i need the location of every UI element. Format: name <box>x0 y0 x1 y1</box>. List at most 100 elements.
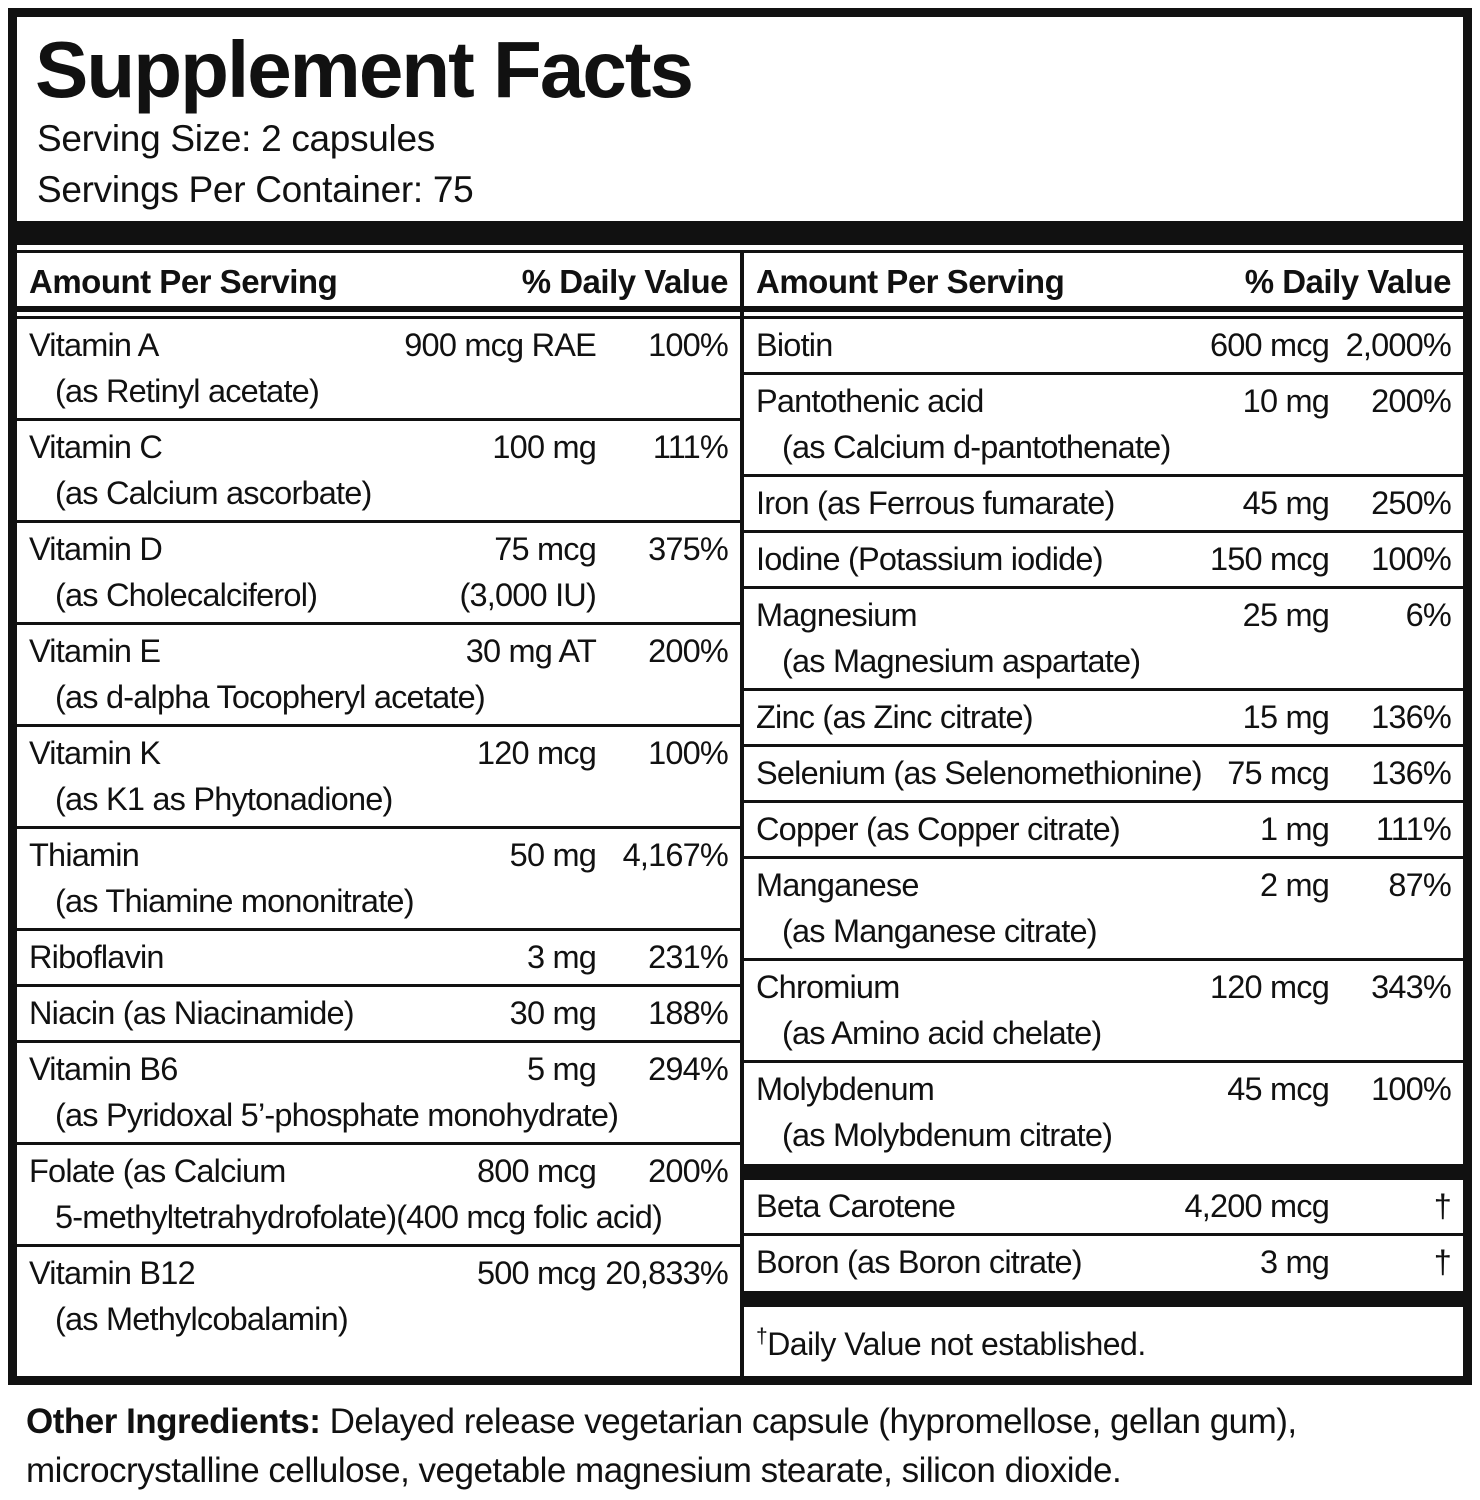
row-name: Molybdenum <box>756 1071 935 1108</box>
row-daily-value: 200% <box>648 1153 729 1190</box>
row-name: Vitamin K <box>29 735 161 772</box>
row-amount: 800 mcg <box>476 1153 597 1190</box>
row-line: Boron (as Boron citrate) 3 mg † <box>756 1239 1452 1285</box>
row-subtext: (as Calcium d-pantothenate) <box>782 429 1171 466</box>
row-name: Vitamin C <box>29 429 163 466</box>
row-amount: 600 mcg <box>1209 327 1330 364</box>
table-row: Zinc (as Zinc citrate) 15 mg 136% <box>744 688 1463 744</box>
row-name: Iodine (Potassium iodide) <box>756 541 1104 578</box>
row-daily-value: 87% <box>1388 867 1451 904</box>
row-daily-value: 188% <box>648 995 729 1032</box>
row-line: Magnesium 25 mg 6% <box>756 592 1452 638</box>
row-subline: (as Calcium ascorbate) <box>29 470 728 516</box>
table-row: Beta Carotene 4,200 mcg † <box>744 1180 1463 1233</box>
row-daily-value: 231% <box>648 939 729 976</box>
table-row: Vitamin K 120 mcg 100% (as K1 as Phytonadio… <box>17 724 740 826</box>
row-line: Vitamin B6 5 mg 294% <box>29 1046 729 1092</box>
facts-column-right: Amount Per Serving % Daily Value Biotin 6… <box>740 253 1463 1377</box>
row-subtext: (as K1 as Phytonadione) <box>55 781 393 818</box>
row-daily-value: 100% <box>648 735 729 772</box>
row-name: Vitamin D <box>29 531 163 568</box>
label-header: Supplement Facts Serving Size: 2 capsule… <box>17 17 1463 221</box>
row-subtext: (as Retinyl acetate) <box>55 373 320 410</box>
row-amount: 1 mg <box>1259 811 1330 848</box>
row-subtext: (as Pyridoxal 5’-phosphate monohydrate) <box>55 1097 619 1134</box>
right-rows-container: Biotin 600 mcg 2,000% Pantothenic acid 10 mg… <box>744 316 1463 1162</box>
row-name: Thiamin <box>29 837 140 874</box>
dagger-symbol: † <box>756 1325 768 1349</box>
row-daily-value: 343% <box>1371 969 1452 1006</box>
table-row: Copper (as Copper citrate) 1 mg 111% <box>744 800 1463 856</box>
row-line: Folate (as Calcium 800 mcg 200% <box>29 1148 729 1194</box>
facts-column-left: Amount Per Serving % Daily Value Vitamin… <box>17 253 740 1376</box>
row-daily-value: 100% <box>1371 541 1452 578</box>
table-row: Magnesium 25 mg 6% (as Magnesium aspartate) <box>744 586 1463 688</box>
row-subtext: (as d-alpha Tocopheryl acetate) <box>55 679 486 716</box>
thick-divider-bar <box>744 1164 1463 1181</box>
row-daily-value: 136% <box>1371 755 1452 792</box>
row-subline: (as Manganese citrate) <box>756 908 1451 954</box>
facts-table: Amount Per Serving % Daily Value Vitamin… <box>17 250 1463 1377</box>
row-name: Niacin (as Niacinamide) <box>29 995 355 1032</box>
row-amount: 900 mcg RAE <box>404 327 597 364</box>
row-line: Copper (as Copper citrate) 1 mg 111% <box>756 806 1452 852</box>
row-amount: 75 mcg <box>1227 755 1330 792</box>
row-line: Iodine (Potassium iodide) 150 mcg 100% <box>756 536 1452 582</box>
page-title: Supplement Facts <box>35 25 694 114</box>
row-subline: (as d-alpha Tocopheryl acetate) <box>29 674 728 720</box>
table-row: Pantothenic acid 10 mg 200% (as Calcium d-p… <box>744 372 1463 474</box>
row-daily-value: 4,167% <box>622 837 729 874</box>
row-daily-value: 20,833% <box>605 1255 729 1292</box>
row-daily-value: 111% <box>652 429 729 466</box>
row-subline: 5-methyltetrahydrofolate)(400 mcg folic … <box>29 1194 728 1240</box>
row-amount: 30 mg <box>509 995 597 1032</box>
row-amount: 3 mg <box>1259 1244 1330 1281</box>
row-name: Magnesium <box>756 597 918 634</box>
row-name: Chromium <box>756 969 900 1006</box>
row-amount: 4,200 mcg <box>1184 1188 1329 1225</box>
left-rows-container: Vitamin A 900 mcg RAE 100% (as Retinyl acet… <box>17 316 740 1346</box>
row-amount: 25 mg <box>1242 597 1330 634</box>
table-row: Vitamin B12 500 mcg 20,833% (as Methylcobal… <box>17 1244 740 1346</box>
row-subline: (as Retinyl acetate) <box>29 368 728 414</box>
row-line: Vitamin A 900 mcg RAE 100% <box>29 322 729 368</box>
table-row: Biotin 600 mcg 2,000% <box>744 316 1463 372</box>
other-ingredients-label: Other Ingredients: <box>26 1402 321 1442</box>
row-daily-value: 100% <box>648 327 729 364</box>
row-amount: 500 mcg <box>476 1255 597 1292</box>
row-daily-value: † <box>1433 1188 1452 1225</box>
amount-per-serving-header: Amount Per Serving <box>756 263 1065 301</box>
row-name: Pantothenic acid <box>756 383 984 420</box>
row-name: Zinc (as Zinc citrate) <box>756 699 1034 736</box>
row-amount: 3 mg <box>526 939 597 976</box>
row-line: Vitamin E 30 mg AT 200% <box>29 628 729 674</box>
row-daily-value: 2,000% <box>1345 327 1452 364</box>
row-name: Selenium (as Selenomethionine) <box>756 755 1203 792</box>
row-daily-value: 200% <box>648 633 729 670</box>
row-amount: 15 mg <box>1242 699 1330 736</box>
row-subline: (as Cholecalciferol) (3,000 IU) <box>29 572 728 618</box>
amount-per-serving-header: Amount Per Serving <box>29 263 338 301</box>
table-row: Thiamin 50 mg 4,167% (as Thiamine mononitra… <box>17 826 740 928</box>
row-daily-value: † <box>1433 1244 1452 1281</box>
row-name: Vitamin E <box>29 633 161 670</box>
row-amount: 150 mcg <box>1209 541 1330 578</box>
row-line: Niacin (as Niacinamide) 30 mg 188% <box>29 990 729 1036</box>
row-subtext: (as Manganese citrate) <box>782 913 1098 950</box>
row-subline: (as Methylcobalamin) <box>29 1296 728 1342</box>
table-row: Vitamin D 75 mcg 375% (as Cholecalciferol)(… <box>17 520 740 622</box>
other-ingredients-text: Delayed release vegetarian capsule (hypr… <box>26 1402 1297 1491</box>
row-sub-amount: (3,000 IU) <box>459 577 596 614</box>
table-row: Vitamin B6 5 mg 294% (as Pyridoxal 5’-phosp… <box>17 1040 740 1142</box>
row-amount: 5 mg <box>526 1051 597 1088</box>
row-subline: (as Amino acid chelate) <box>756 1010 1451 1056</box>
serving-size: Serving Size: 2 capsules <box>37 118 435 160</box>
table-row: Vitamin C 100 mg 111% (as Calcium ascorbate… <box>17 418 740 520</box>
row-subtext: (as Molybdenum citrate) <box>782 1117 1113 1154</box>
table-row: Chromium 120 mcg 343% (as Amino acid chelat… <box>744 958 1463 1060</box>
row-daily-value: 111% <box>1375 811 1452 848</box>
row-daily-value: 294% <box>648 1051 729 1088</box>
row-line: Vitamin K 120 mcg 100% <box>29 730 729 776</box>
daily-value-header: % Daily Value <box>521 263 729 301</box>
row-line: Pantothenic acid 10 mg 200% <box>756 378 1452 424</box>
